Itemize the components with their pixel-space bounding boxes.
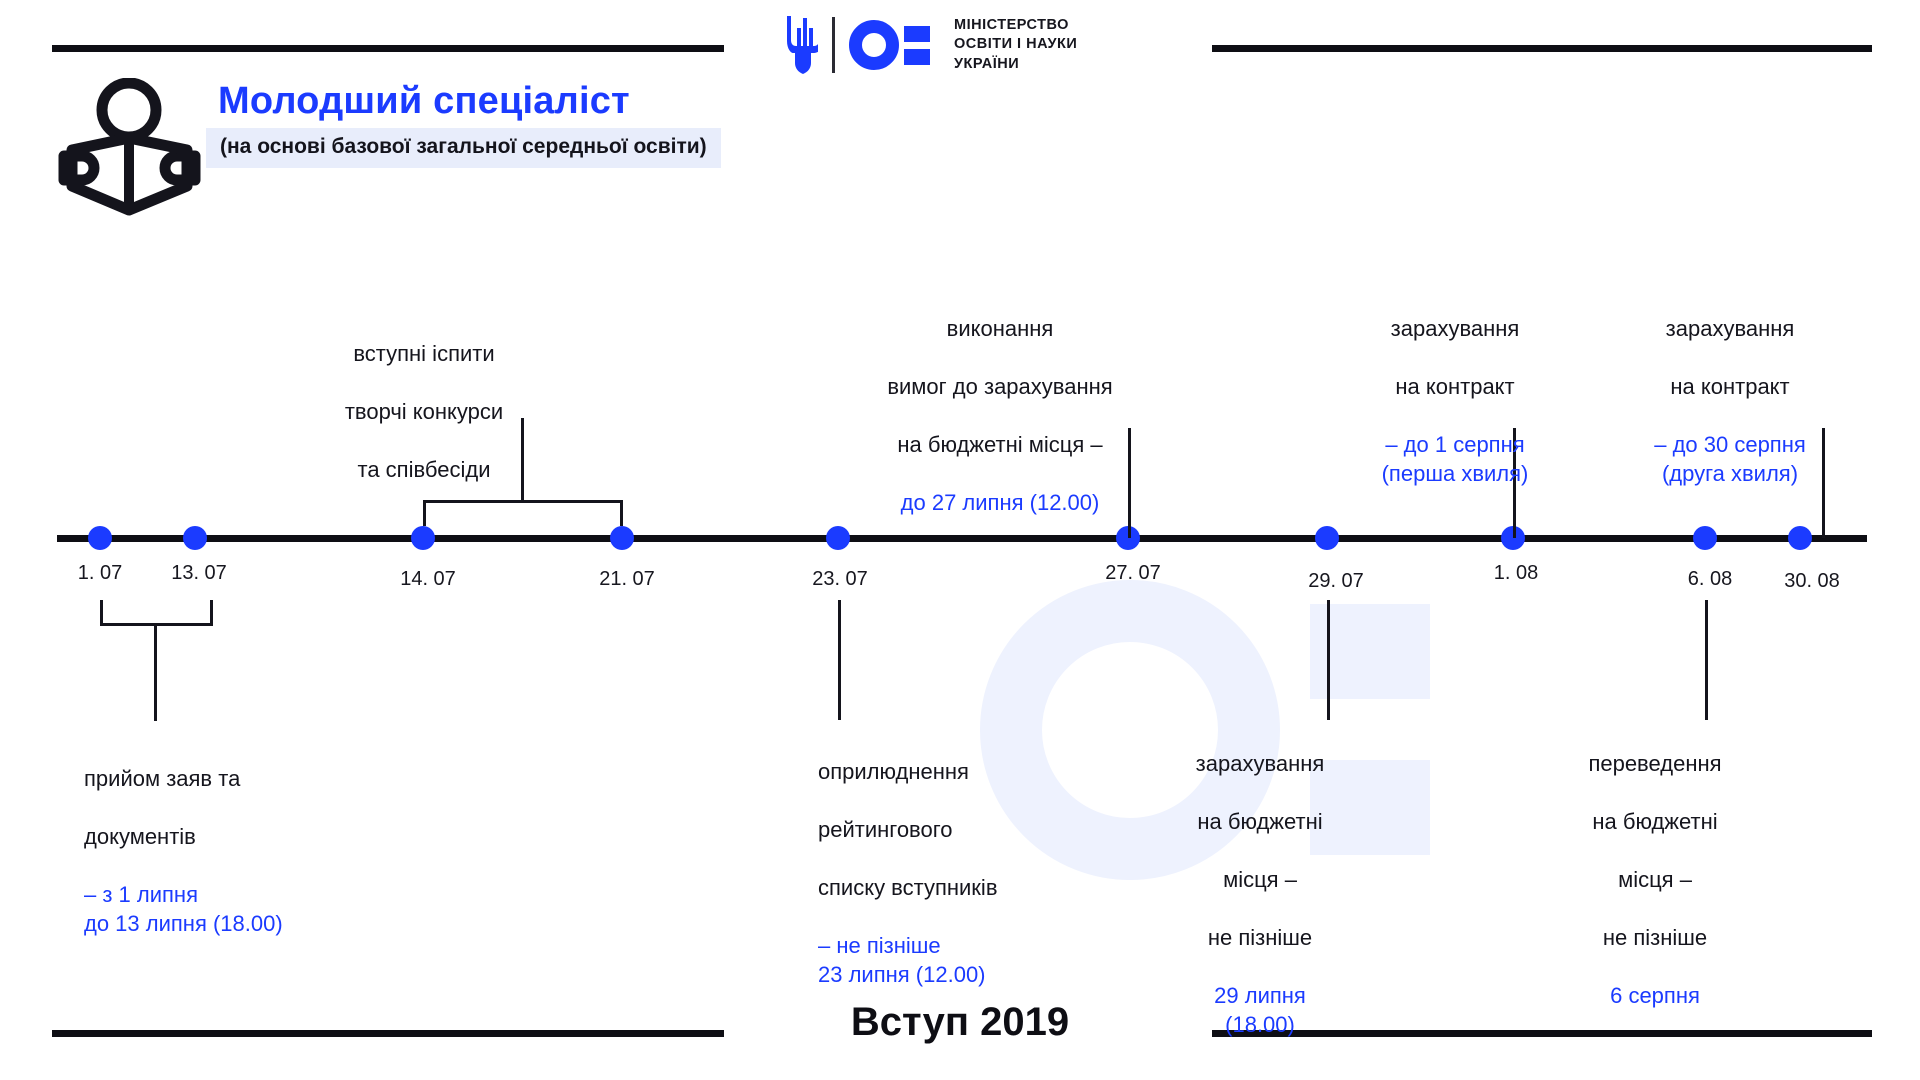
callout-budget-transfer: переведення на бюджетні місця – не пізні…: [1525, 720, 1785, 1039]
callout-budget-transfer-highlight: 6 серпня: [1610, 983, 1700, 1009]
ministry-line-2: ОСВІТИ І НАУКИ: [954, 36, 1078, 53]
callout-budget-requirements: виконання вимог до зарахування на бюджет…: [790, 285, 1210, 546]
bracket-applications: [100, 600, 213, 626]
callout-contract-wave-2: зарахування на контракт – до 30 серпня (…: [1590, 285, 1870, 517]
date-label-1-08: 1. 08: [1493, 562, 1539, 584]
page-subtitle-box: (на основі базової загальної середньої о…: [206, 128, 721, 168]
callout-contract-wave-2-line-2: на контракт: [1670, 374, 1790, 400]
callout-applications-highlight: – з 1 липня до 13 липня (18.00): [84, 882, 283, 937]
top-right-rule: [1212, 45, 1872, 52]
callout-rating-list: оприлюднення рейтингового списку вступни…: [818, 728, 1148, 1018]
timeline-axis: [57, 535, 1867, 542]
callout-budget-requirements-highlight: до 27 липня (12.00): [900, 490, 1100, 516]
ministry-name: МІНІСТЕРСТВО ОСВІТИ І НАУКИ УКРАЇНИ: [954, 16, 1077, 75]
stem-budget-enrollment: [1327, 600, 1330, 720]
timeline-node-6-08: [1693, 526, 1717, 550]
callout-applications-line-1: прийом заяв та: [84, 766, 241, 792]
ministry-line-3: УКРАЇНИ: [954, 55, 1020, 72]
footer-title: Вступ 2019: [850, 1000, 1070, 1044]
date-label-27-07: 27. 07: [1105, 562, 1161, 584]
date-label-6-08: 6. 08: [1687, 568, 1733, 590]
callout-budget-enrollment: зарахування на бюджетні місця – не пізні…: [1130, 720, 1390, 1068]
stem-applications: [154, 626, 157, 721]
emblem-bars: [904, 25, 930, 65]
stem-rating-list: [838, 600, 841, 720]
date-label-21-07: 21. 07: [599, 568, 655, 590]
page-subtitle: (на основі базової загальної середньої о…: [220, 135, 707, 158]
stem-exams: [521, 418, 524, 502]
bottom-left-rule: [52, 1030, 724, 1037]
timeline-node-29-07: [1315, 526, 1339, 550]
ministry-line-1: МІНІСТЕРСТВО: [954, 16, 1069, 33]
callout-budget-transfer-line-2: на бюджетні: [1592, 809, 1718, 835]
bottom-right-rule: [1212, 1030, 1872, 1037]
top-left-rule: [52, 45, 724, 52]
emblem-ring: [849, 20, 899, 70]
timeline-node-1-07: [88, 526, 112, 550]
callout-budget-requirements-line-3: на бюджетні місця –: [897, 432, 1103, 458]
stem-budget-requirements: [1128, 428, 1131, 538]
callout-contract-wave-2-line-1: зарахування: [1665, 316, 1795, 342]
callout-contract-wave-1-line-2: на контракт: [1395, 374, 1515, 400]
date-label-13-07: 13. 07: [171, 562, 227, 584]
date-label-30-08: 30. 08: [1784, 570, 1840, 592]
callout-exams-line-2: творчі конкурси: [344, 399, 504, 425]
callout-budget-requirements-line-1: виконання: [946, 316, 1054, 342]
date-label-14-07: 14. 07: [400, 568, 456, 590]
ukraine-trident-icon: [787, 16, 818, 74]
mon-emblem-icon: [849, 20, 930, 70]
callout-exams-line-3: та співбесіди: [357, 457, 491, 483]
callout-budget-enrollment-line-3: місця –: [1223, 867, 1297, 893]
callout-exams: вступні іспити творчі конкурси та співбе…: [259, 310, 589, 513]
callout-budget-transfer-line-1: переведення: [1588, 751, 1722, 777]
callout-contract-wave-1-highlight: – до 1 серпня (перша хвиля): [1381, 432, 1529, 487]
stem-contract-wave-2: [1822, 428, 1825, 538]
callout-rating-list-line-1: оприлюднення: [818, 759, 969, 785]
callout-contract-wave-1: зарахування на контракт – до 1 серпня (п…: [1325, 285, 1585, 517]
callout-budget-enrollment-line-4: не пізніше: [1207, 925, 1313, 951]
callout-budget-transfer-line-4: не пізніше: [1602, 925, 1708, 951]
callout-budget-enrollment-line-1: зарахування: [1195, 751, 1325, 777]
callout-applications: прийом заяв та документів – з 1 липня до…: [84, 735, 424, 967]
callout-rating-list-line-3: списку вступників: [818, 875, 998, 901]
callout-budget-requirements-line-2: вимог до зарахування: [887, 374, 1113, 400]
reader-person-icon: [58, 78, 201, 216]
timeline-node-21-07: [610, 526, 634, 550]
date-label-1-07: 1. 07: [77, 562, 123, 584]
date-label-23-07: 23. 07: [812, 568, 868, 590]
callout-applications-line-2: документів: [84, 824, 196, 850]
timeline-node-13-07: [183, 526, 207, 550]
page-title: Молодший спеціаліст: [218, 80, 630, 122]
stem-budget-transfer: [1705, 600, 1708, 720]
callout-rating-list-line-2: рейтингового: [818, 817, 953, 843]
callout-rating-list-highlight: – не пізніше 23 липня (12.00): [818, 933, 986, 988]
ministry-logo: МІНІСТЕРСТВО ОСВІТИ І НАУКИ УКРАЇНИ: [784, 14, 1077, 76]
timeline-node-23-07: [826, 526, 850, 550]
callout-contract-wave-1-line-1: зарахування: [1390, 316, 1520, 342]
timeline-node-14-07: [411, 526, 435, 550]
callout-budget-enrollment-line-2: на бюджетні: [1197, 809, 1323, 835]
logo-divider: [832, 17, 835, 73]
timeline-node-30-08: [1788, 526, 1812, 550]
callout-budget-enrollment-highlight: 29 липня (18.00): [1214, 983, 1306, 1038]
stem-contract-wave-1: [1513, 428, 1516, 538]
callout-exams-line-1: вступні іспити: [353, 341, 495, 367]
date-label-29-07: 29. 07: [1308, 570, 1364, 592]
callout-contract-wave-2-highlight: – до 30 серпня (друга хвиля): [1654, 432, 1806, 487]
callout-budget-transfer-line-3: місця –: [1618, 867, 1692, 893]
